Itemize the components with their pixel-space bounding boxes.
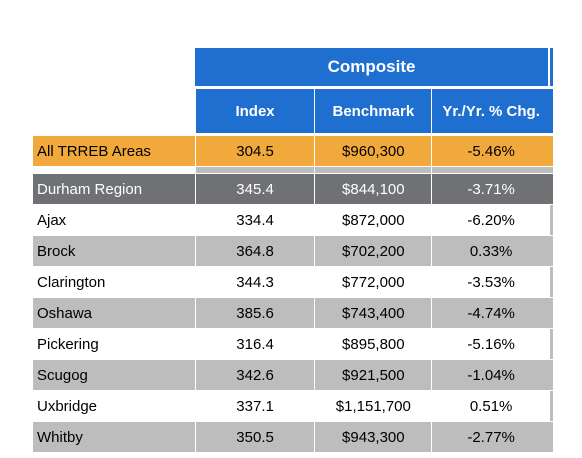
separator-cell [550, 167, 553, 173]
table-row: Pickering 316.4 $895,800 -5.16% [33, 329, 553, 359]
table-edge [550, 89, 553, 133]
row-separator [33, 167, 553, 173]
benchmark-cell: $895,800 [315, 329, 432, 359]
change-cell: -5.16% [432, 329, 550, 359]
header-area-blank [33, 89, 195, 133]
separator-cell [315, 167, 432, 173]
index-cell: 344.3 [195, 267, 315, 297]
table-edge [550, 136, 553, 166]
change-cell: 0.51% [432, 391, 550, 421]
table-edge [550, 48, 553, 86]
separator-cell [432, 167, 550, 173]
benchmark-cell: $772,000 [315, 267, 432, 297]
column-header-row: Index Benchmark Yr./Yr. % Chg. [33, 89, 553, 133]
table-edge [550, 391, 553, 421]
change-cell: -3.53% [432, 267, 550, 297]
change-cell: -2.77% [432, 422, 550, 452]
area-cell: Scugog [33, 360, 195, 390]
table-row: All TRREB Areas 304.5 $960,300 -5.46% [33, 136, 553, 166]
table-edge [550, 329, 553, 359]
table-edge [550, 236, 553, 266]
column-header-benchmark: Benchmark [315, 89, 432, 133]
table-row: Scugog 342.6 $921,500 -1.04% [33, 360, 553, 390]
area-cell: Uxbridge [33, 391, 195, 421]
benchmark-cell: $743,400 [315, 298, 432, 328]
benchmark-cell: $921,500 [315, 360, 432, 390]
column-header-change: Yr./Yr. % Chg. [432, 89, 550, 133]
benchmark-cell: $844,100 [315, 174, 432, 204]
index-cell: 316.4 [195, 329, 315, 359]
area-cell: Ajax [33, 205, 195, 235]
area-cell: Whitby [33, 422, 195, 452]
change-cell: -3.71% [432, 174, 550, 204]
composite-benchmark-table: Composite Index Benchmark Yr./Yr. % Chg.… [33, 48, 553, 453]
column-header-index: Index [195, 89, 315, 133]
index-cell: 364.8 [195, 236, 315, 266]
index-cell: 345.4 [195, 174, 315, 204]
area-cell: Clarington [33, 267, 195, 297]
benchmark-cell: $960,300 [315, 136, 432, 166]
table-row: Durham Region 345.4 $844,100 -3.71% [33, 174, 553, 204]
change-cell: 0.33% [432, 236, 550, 266]
index-cell: 342.6 [195, 360, 315, 390]
change-cell: -6.20% [432, 205, 550, 235]
benchmark-cell: $943,300 [315, 422, 432, 452]
benchmark-cell: $1,151,700 [315, 391, 432, 421]
change-cell: -5.46% [432, 136, 550, 166]
area-cell: Pickering [33, 329, 195, 359]
change-cell: -4.74% [432, 298, 550, 328]
header-blank-cell [33, 48, 194, 86]
table-row: Brock 364.8 $702,200 0.33% [33, 236, 553, 266]
table-edge [550, 360, 553, 390]
group-header-row: Composite [33, 48, 553, 86]
index-cell: 385.6 [195, 298, 315, 328]
table-row: Whitby 350.5 $943,300 -2.77% [33, 422, 553, 452]
table-body: All TRREB Areas 304.5 $960,300 -5.46% Durham… [33, 136, 553, 452]
index-cell: 334.4 [195, 205, 315, 235]
area-cell: Oshawa [33, 298, 195, 328]
table-edge [550, 205, 553, 235]
table-edge [550, 174, 553, 204]
index-cell: 304.5 [195, 136, 315, 166]
table-edge [550, 422, 553, 452]
index-cell: 337.1 [195, 391, 315, 421]
benchmark-cell: $872,000 [315, 205, 432, 235]
table-edge [550, 298, 553, 328]
area-cell: Durham Region [33, 174, 195, 204]
benchmark-cell: $702,200 [315, 236, 432, 266]
separator-cell [33, 167, 195, 173]
area-cell: Brock [33, 236, 195, 266]
table-row: Clarington 344.3 $772,000 -3.53% [33, 267, 553, 297]
separator-cell [195, 167, 315, 173]
table-row: Ajax 334.4 $872,000 -6.20% [33, 205, 553, 235]
area-cell: All TRREB Areas [33, 136, 195, 166]
composite-group-header: Composite [195, 48, 549, 86]
table-row: Uxbridge 337.1 $1,151,700 0.51% [33, 391, 553, 421]
table-row: Oshawa 385.6 $743,400 -4.74% [33, 298, 553, 328]
table-edge [550, 267, 553, 297]
index-cell: 350.5 [195, 422, 315, 452]
change-cell: -1.04% [432, 360, 550, 390]
